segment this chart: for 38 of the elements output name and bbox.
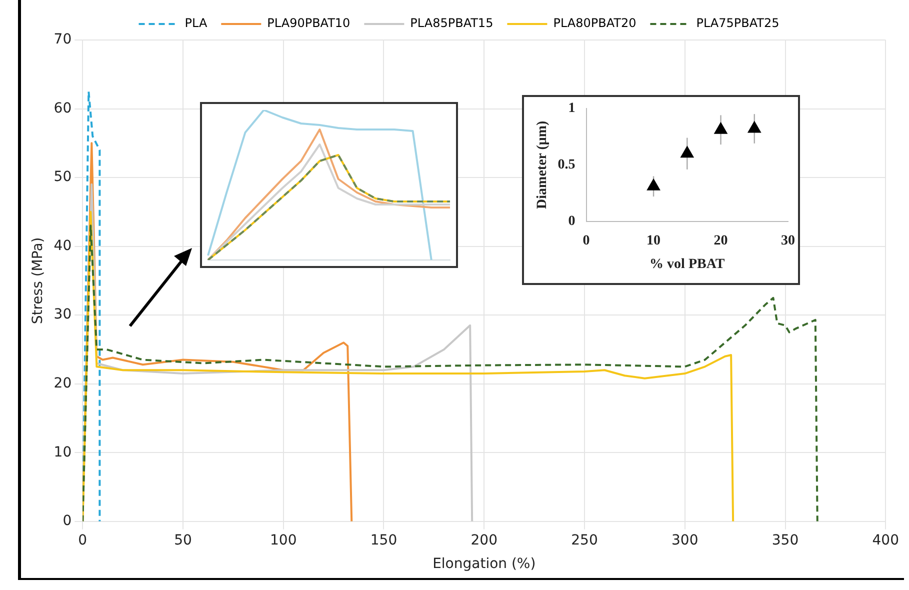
x-tick-label: 350 xyxy=(772,532,799,548)
y-tick-label: 40 xyxy=(54,238,72,254)
x-tick-label: 0 xyxy=(582,233,590,248)
point xyxy=(680,146,694,158)
y-tick-label: 1 xyxy=(568,101,576,116)
x-axis-title: % vol PBAT xyxy=(650,257,726,272)
point xyxy=(646,178,660,190)
x-axis-title: Elongation (%) xyxy=(432,556,536,572)
point xyxy=(748,121,761,133)
y-tick-label: 30 xyxy=(54,306,72,323)
legend-label: PLA90PBAT10 xyxy=(267,16,350,30)
y-tick-label: 70 xyxy=(54,32,72,48)
x-tick-label: 100 xyxy=(270,532,297,548)
x-tick-label: 150 xyxy=(370,532,398,548)
y-tick-label: 20 xyxy=(54,376,72,392)
point xyxy=(714,122,728,134)
y-tick-label: 0.5 xyxy=(558,158,576,173)
x-tick-label: 400 xyxy=(872,532,900,548)
x-tick-label: 10 xyxy=(646,233,661,248)
x-tick-label: 0 xyxy=(78,532,88,548)
x-tick-label: 30 xyxy=(781,233,795,248)
y-axis-title: Stress (MPa) xyxy=(30,237,46,324)
y-tick-label: 50 xyxy=(54,169,72,186)
line-series xyxy=(82,90,101,522)
x-tick-label: 20 xyxy=(714,233,728,248)
legend-label: PLA80PBAT20 xyxy=(553,16,636,30)
y-tick-label: 60 xyxy=(54,100,72,116)
legend-label: PLA85PBAT15 xyxy=(410,16,494,30)
y-tick-label: 0 xyxy=(568,214,576,230)
x-tick-label: 250 xyxy=(571,532,598,548)
y-tick-label: 0 xyxy=(62,513,72,530)
x-tick-label: 50 xyxy=(174,532,192,548)
x-tick-label: 300 xyxy=(672,532,698,548)
y-tick-label: 10 xyxy=(54,444,72,460)
legend-label: PLA xyxy=(184,16,208,30)
legend-label: PLA75PBAT25 xyxy=(696,16,780,30)
x-tick-label: 200 xyxy=(470,532,498,548)
y-axis-title: Diameter (μm) xyxy=(535,120,550,209)
